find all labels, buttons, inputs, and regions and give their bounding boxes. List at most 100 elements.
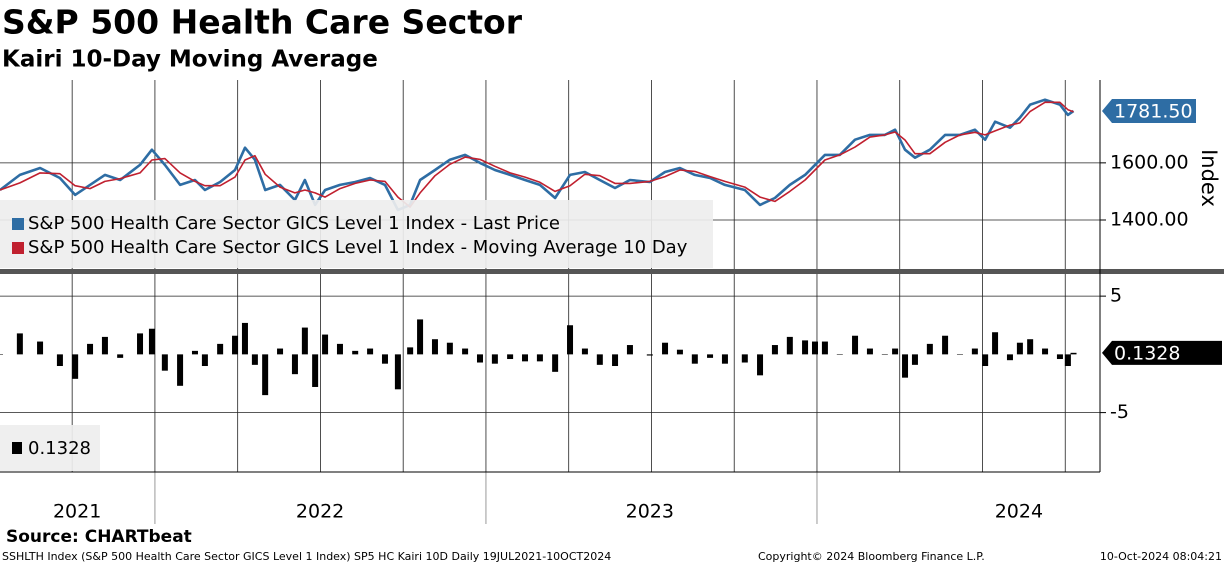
bar bbox=[1070, 352, 1077, 355]
bar bbox=[507, 354, 514, 360]
bar bbox=[1016, 342, 1023, 355]
timestamp: 10-Oct-2024 08:04:21 bbox=[1100, 550, 1222, 563]
bar bbox=[786, 336, 793, 355]
y-tick-label: 1400.00 bbox=[1110, 209, 1189, 231]
bar bbox=[336, 343, 343, 355]
bar bbox=[0, 354, 3, 355]
bar bbox=[117, 354, 124, 358]
bar bbox=[881, 354, 888, 355]
bar bbox=[56, 354, 63, 367]
bar bbox=[1042, 348, 1049, 355]
x-tick-label: 2021 bbox=[53, 501, 101, 523]
bar bbox=[596, 354, 603, 365]
legend-label: S&P 500 Health Care Sector GICS Level 1 … bbox=[28, 213, 560, 234]
bar bbox=[232, 335, 239, 355]
bar bbox=[852, 335, 859, 355]
source: Source: CHARTbeat bbox=[6, 527, 192, 547]
bar bbox=[982, 354, 989, 367]
bar bbox=[581, 348, 588, 355]
bar bbox=[476, 354, 483, 363]
bar bbox=[757, 354, 764, 376]
bar bbox=[721, 354, 728, 364]
bar bbox=[394, 354, 401, 390]
y-tick-label: -5 bbox=[1110, 401, 1129, 423]
series-line bbox=[0, 101, 1074, 208]
bar bbox=[567, 325, 574, 355]
bar bbox=[926, 343, 933, 355]
bar bbox=[802, 340, 809, 355]
bar bbox=[1006, 354, 1013, 361]
bar bbox=[956, 354, 963, 355]
bar bbox=[902, 354, 909, 378]
bar bbox=[72, 354, 79, 379]
bar bbox=[971, 348, 978, 355]
bar bbox=[942, 335, 949, 355]
bar bbox=[217, 343, 224, 355]
series-line bbox=[0, 98, 1075, 212]
last-value-tag bbox=[1102, 340, 1222, 365]
legend-swatch bbox=[12, 242, 24, 254]
last-value-label: 0.1328 bbox=[1114, 342, 1180, 364]
bar bbox=[992, 332, 999, 355]
y-tick-label: 5 bbox=[1110, 285, 1122, 307]
bar bbox=[277, 348, 284, 355]
bar bbox=[662, 342, 669, 355]
bar bbox=[552, 354, 559, 372]
bar bbox=[312, 354, 319, 387]
y-axis-title: Index bbox=[1197, 149, 1221, 207]
bar bbox=[417, 319, 424, 355]
bar bbox=[291, 354, 298, 375]
last-value-label: 1781.50 bbox=[1114, 101, 1193, 123]
bar bbox=[191, 350, 198, 355]
bar bbox=[137, 333, 144, 355]
legend-label: S&P 500 Health Care Sector GICS Level 1 … bbox=[28, 237, 688, 258]
bar bbox=[522, 354, 529, 362]
x-tick-label: 2024 bbox=[995, 501, 1043, 523]
bar bbox=[626, 345, 633, 355]
bar bbox=[911, 354, 918, 365]
bar bbox=[836, 354, 843, 355]
bar bbox=[251, 354, 258, 365]
bar bbox=[177, 354, 184, 386]
bar bbox=[201, 354, 208, 367]
bar bbox=[771, 345, 778, 355]
bar bbox=[381, 354, 388, 364]
chart-subtitle: Kairi 10-Day Moving Average bbox=[2, 47, 378, 73]
legend-label: 0.1328 bbox=[28, 438, 91, 459]
bar bbox=[148, 328, 155, 355]
bar bbox=[676, 349, 683, 355]
bar bbox=[161, 354, 168, 371]
bar bbox=[612, 354, 619, 367]
x-tick-label: 2022 bbox=[296, 501, 344, 523]
bar bbox=[811, 341, 818, 355]
bar bbox=[741, 354, 748, 363]
legend-swatch bbox=[12, 442, 22, 454]
bar bbox=[536, 354, 543, 362]
bar bbox=[37, 341, 44, 355]
bar bbox=[821, 341, 828, 355]
bar bbox=[462, 348, 469, 355]
bar bbox=[241, 322, 248, 355]
bar bbox=[352, 350, 359, 355]
last-value-tag bbox=[1102, 99, 1196, 123]
bar bbox=[1027, 339, 1034, 355]
bar bbox=[262, 354, 269, 396]
panel-separator bbox=[0, 269, 1224, 274]
bar bbox=[322, 334, 329, 355]
legend-box bbox=[0, 200, 713, 268]
bar bbox=[866, 348, 873, 355]
bar bbox=[446, 342, 453, 355]
copyright: Copyright© 2024 Bloomberg Finance L.P. bbox=[758, 550, 985, 563]
bar bbox=[1056, 354, 1063, 360]
bar bbox=[87, 343, 94, 355]
footer-info: SSHLTH Index (S&P 500 Health Care Sector… bbox=[2, 550, 611, 563]
bar bbox=[301, 327, 308, 355]
bar bbox=[431, 339, 438, 355]
bar bbox=[16, 333, 23, 355]
y-tick-label: 1600.00 bbox=[1110, 151, 1189, 173]
legend-swatch bbox=[12, 218, 24, 230]
bar bbox=[491, 354, 498, 364]
bar bbox=[407, 347, 414, 355]
bar bbox=[646, 354, 653, 356]
